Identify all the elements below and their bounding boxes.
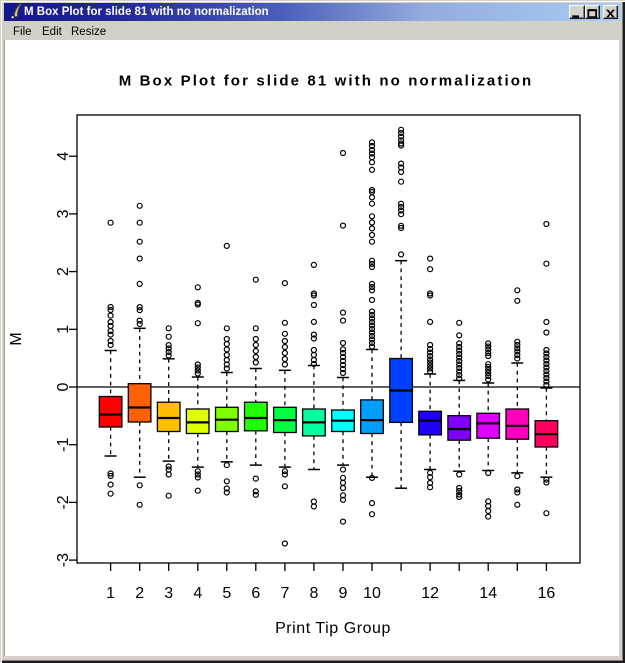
svg-text:10: 10 <box>363 585 381 602</box>
svg-text:4: 4 <box>55 152 72 161</box>
svg-text:9: 9 <box>339 585 348 602</box>
svg-text:3: 3 <box>55 209 72 218</box>
svg-text:Print Tip Group: Print Tip Group <box>275 620 391 637</box>
svg-text:-2: -2 <box>55 495 72 509</box>
svg-text:14: 14 <box>479 585 497 602</box>
svg-text:M Box Plot for slide 81 with n: M Box Plot for slide 81 with no normaliz… <box>119 73 534 90</box>
svg-text:1: 1 <box>106 585 115 602</box>
svg-text:6: 6 <box>251 585 260 602</box>
svg-text:16: 16 <box>538 585 556 602</box>
svg-text:2: 2 <box>55 267 72 276</box>
svg-text:-1: -1 <box>55 437 72 451</box>
svg-text:1: 1 <box>55 325 72 334</box>
svg-text:2: 2 <box>135 585 144 602</box>
svg-text:0: 0 <box>55 382 72 391</box>
svg-text:4: 4 <box>193 585 202 602</box>
svg-text:5: 5 <box>222 585 231 602</box>
svg-text:8: 8 <box>309 585 318 602</box>
svg-text:7: 7 <box>280 585 289 602</box>
svg-text:12: 12 <box>421 585 439 602</box>
svg-text:M: M <box>8 332 25 345</box>
svg-text:3: 3 <box>164 585 173 602</box>
svg-text:-3: -3 <box>55 553 72 567</box>
